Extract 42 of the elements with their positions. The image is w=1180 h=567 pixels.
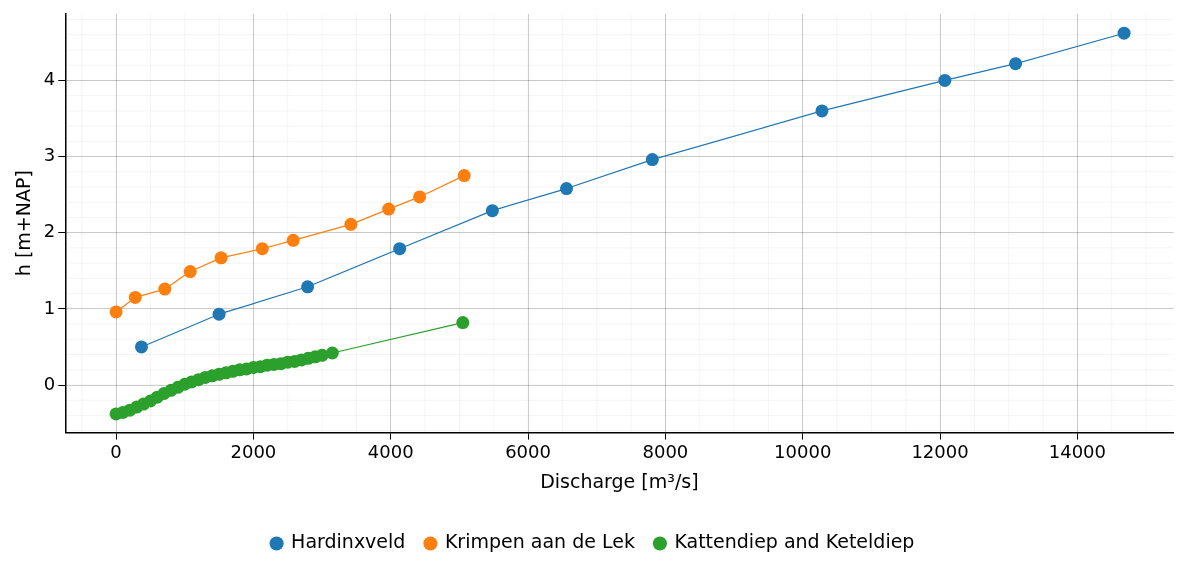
- point: [938, 73, 952, 87]
- legend-label: Hardinxveld: [291, 530, 406, 553]
- point: [183, 265, 197, 279]
- point: [325, 346, 339, 360]
- point: [815, 104, 829, 118]
- x-tick-label: 6000: [505, 441, 551, 463]
- point: [456, 316, 470, 330]
- x-tick-label: 12000: [911, 441, 969, 463]
- point: [255, 242, 269, 256]
- legend-label: Krimpen aan de Lek: [444, 530, 635, 553]
- point: [286, 233, 300, 247]
- point: [344, 217, 358, 231]
- y-tick-label: 2: [43, 220, 56, 242]
- y-tick-label: 3: [43, 144, 56, 166]
- y-axis-title: h [m+NAP]: [12, 170, 35, 277]
- x-tick-label: 8000: [642, 441, 689, 463]
- point: [109, 305, 123, 319]
- x-tick-label: 0: [110, 441, 122, 463]
- x-tick-label: 14000: [1048, 441, 1106, 463]
- point: [212, 307, 226, 321]
- point: [1117, 26, 1131, 40]
- point: [560, 182, 573, 196]
- point: [645, 153, 659, 167]
- point: [1009, 57, 1023, 71]
- y-tick-label: 4: [43, 68, 56, 90]
- y-tick-label: 1: [43, 296, 56, 318]
- point: [413, 190, 427, 204]
- point: [393, 242, 407, 256]
- legend-label: Kattendiep and Keteldiep: [674, 530, 915, 553]
- point: [128, 290, 142, 304]
- point: [457, 169, 471, 183]
- point: [301, 280, 315, 294]
- y-tick-label: 0: [43, 372, 56, 394]
- x-tick-label: 4000: [367, 441, 414, 463]
- x-axis-title: Discharge [m³/s]: [540, 469, 699, 492]
- point: [485, 204, 499, 218]
- point: [158, 282, 172, 296]
- point: [134, 340, 148, 354]
- x-tick-label: 2000: [230, 441, 277, 463]
- point: [382, 202, 396, 216]
- x-tick-label: 10000: [774, 441, 832, 463]
- point: [214, 251, 228, 265]
